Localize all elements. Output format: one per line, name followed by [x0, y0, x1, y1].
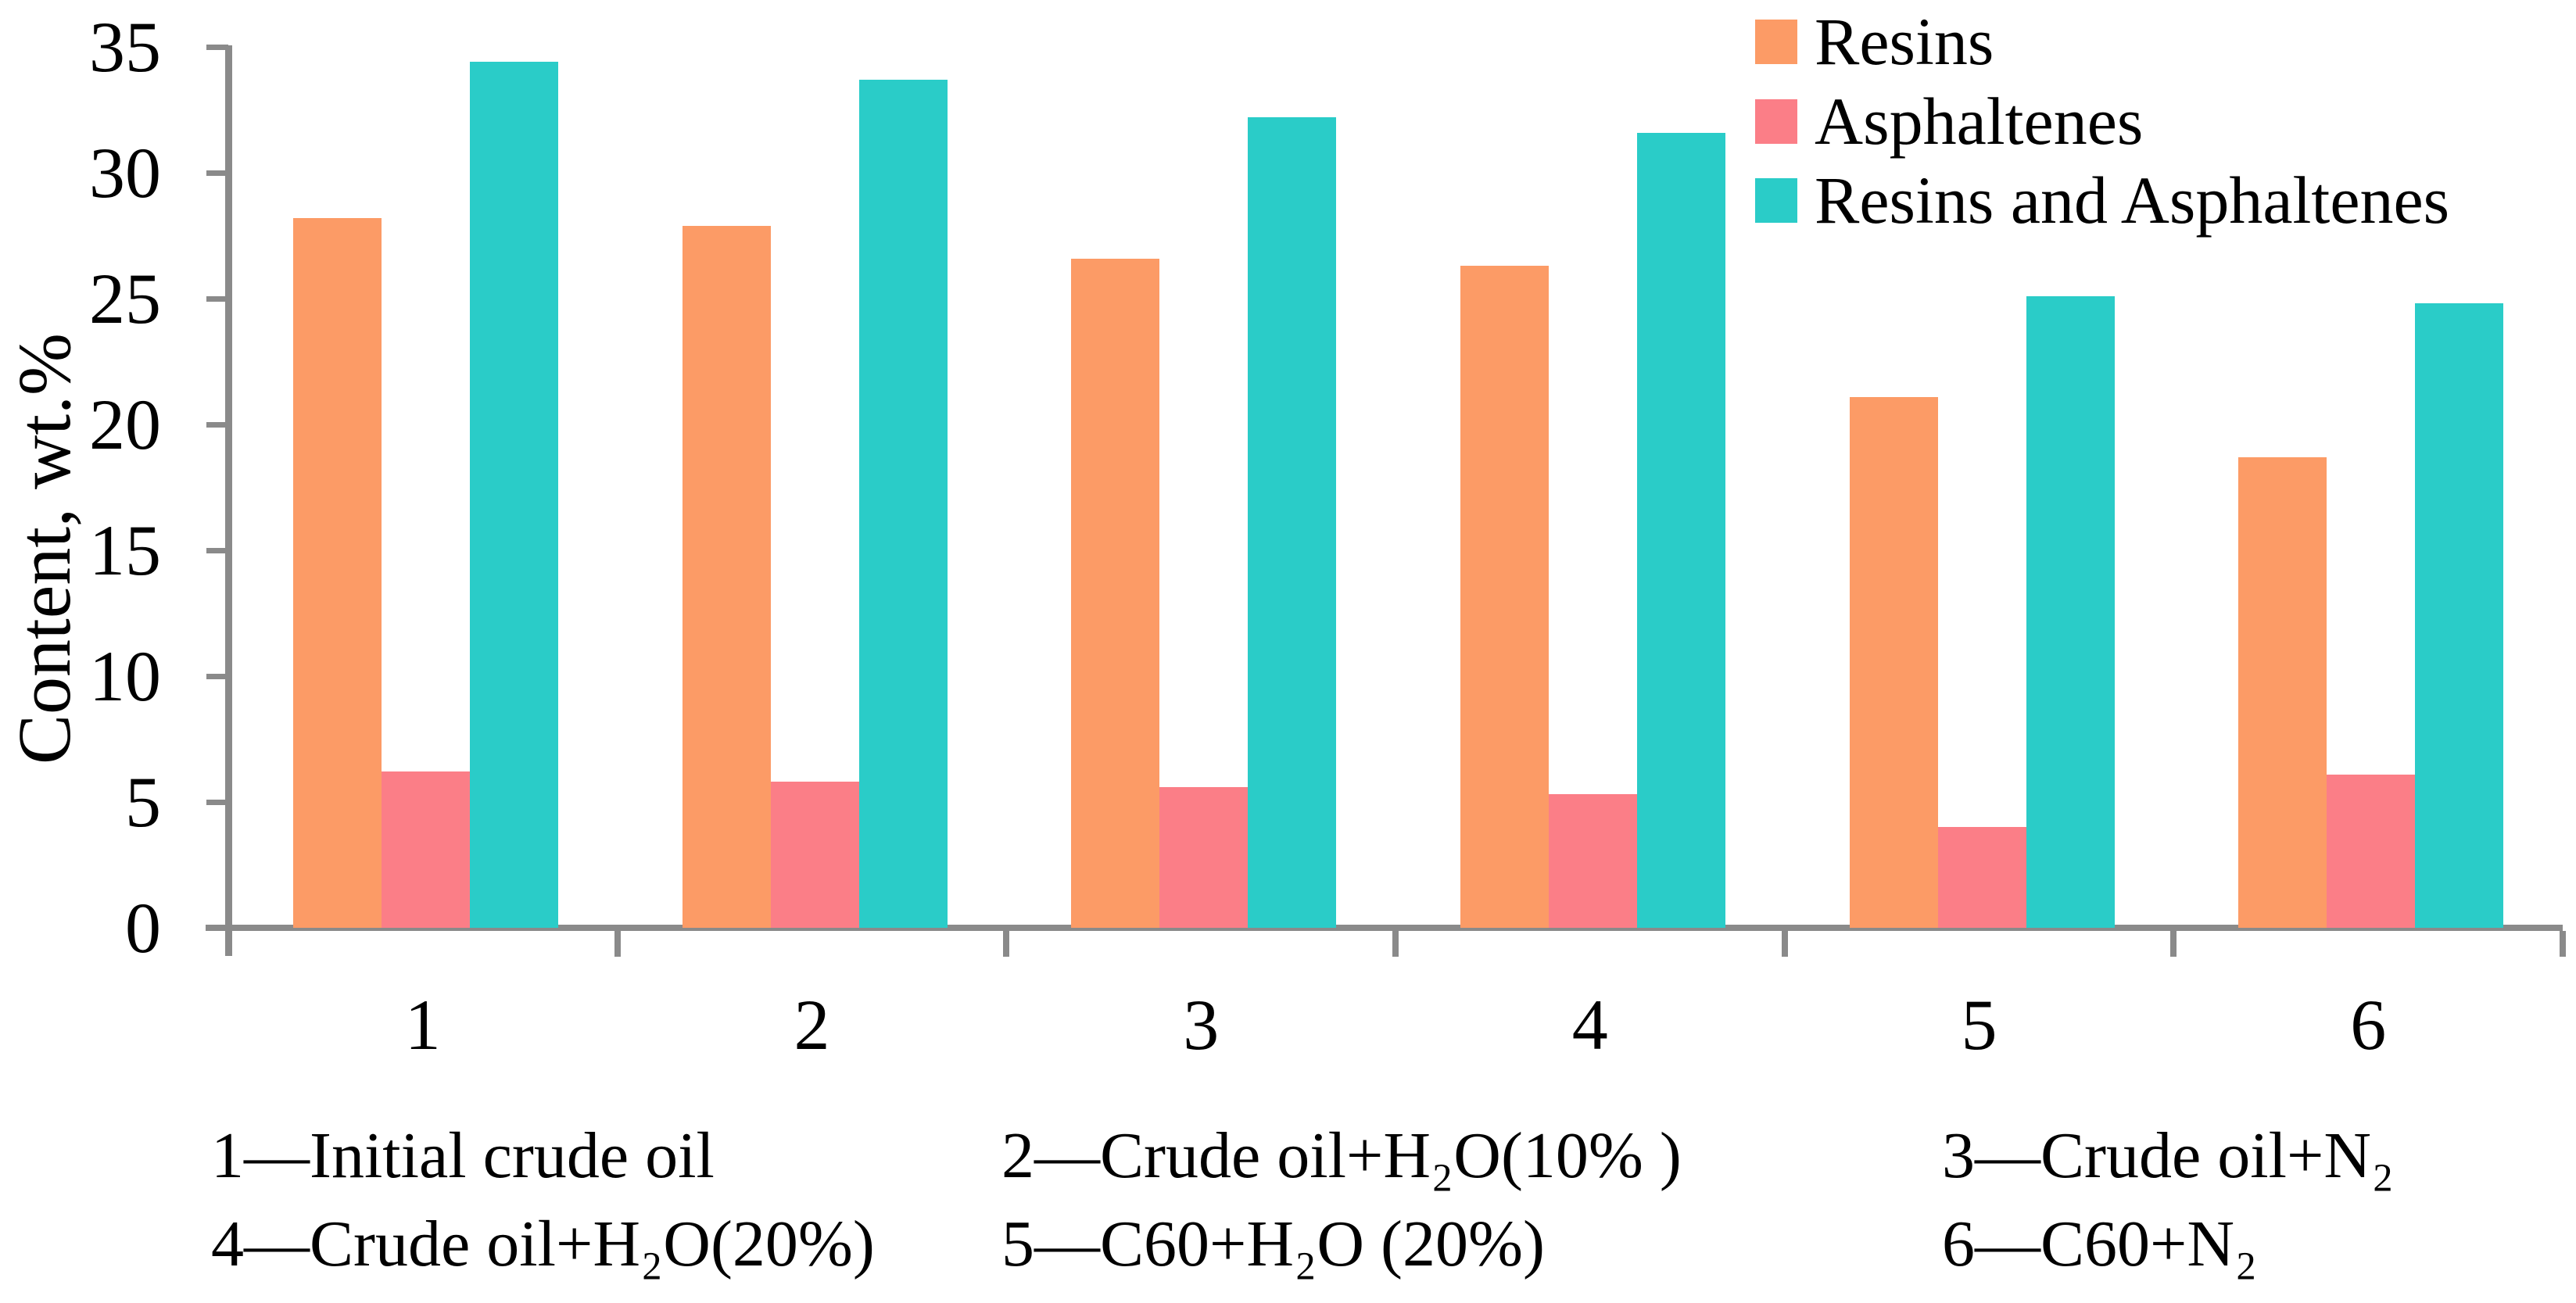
bar-asphaltenes-group-3: [1159, 786, 1249, 928]
bar-resins-group-1: [293, 218, 382, 928]
legend-label-asphaltenes: Asphaltenes: [1815, 84, 2144, 159]
x-tick-label-4: 4: [1571, 985, 1608, 1065]
bar-resins-group-6: [2238, 456, 2327, 928]
y-tick-mark-35: [206, 44, 228, 50]
bar-resins-and-asphaltenes-group-4: [1637, 132, 1725, 928]
x-tick-label-5: 5: [1961, 985, 1997, 1065]
legend-label-resins: Resins: [1815, 4, 1994, 79]
x-tick-label-2: 2: [794, 985, 830, 1065]
y-tick-label-25: 25: [89, 259, 161, 338]
footnote-1: 1—Initial crude oil: [211, 1119, 715, 1192]
x-tick-mark-5: [2170, 931, 2177, 957]
x-tick-label-1: 1: [404, 985, 441, 1065]
bar-asphaltenes-group-5: [1937, 827, 2026, 928]
legend-item-asphaltenes: Asphaltenes: [1755, 88, 2143, 155]
footnote-4: 4—Crude oil+H₂O(20%): [211, 1208, 875, 1280]
footnote-3: 3—Crude oil+N₂: [1942, 1119, 2395, 1192]
bar-resins-group-3: [1071, 258, 1160, 928]
y-tick-mark-5: [206, 799, 228, 805]
footnote-6: 6—C60+N₂: [1942, 1208, 2258, 1280]
y-tick-label-0: 0: [125, 888, 161, 968]
bar-asphaltenes-group-6: [2327, 774, 2416, 928]
bar-resins-and-asphaltenes-group-3: [1248, 117, 1337, 928]
bar-asphaltenes-group-1: [382, 771, 470, 928]
bar-asphaltenes-group-2: [770, 782, 859, 928]
footnote-2: 2—Crude oil+H₂O(10% ): [1001, 1119, 1682, 1192]
y-tick-label-20: 20: [89, 385, 161, 464]
y-tick-label-5: 5: [125, 762, 161, 842]
legend-label-resins-and-asphaltenes: Resins and Asphaltenes: [1815, 163, 2450, 238]
x-tick-mark-1: [614, 931, 621, 957]
y-tick-mark-15: [206, 547, 228, 553]
legend-swatch-resins: [1755, 19, 1797, 64]
x-axis-line: [206, 925, 2563, 931]
y-tick-label-15: 15: [89, 510, 161, 590]
bar-resins-group-2: [682, 225, 771, 928]
y-tick-mark-30: [206, 170, 228, 176]
y-tick-label-35: 35: [89, 7, 161, 87]
bar-resins-and-asphaltenes-group-5: [2026, 295, 2115, 928]
x-tick-mark-2: [1003, 931, 1010, 957]
bar-resins-and-asphaltenes-group-1: [470, 62, 558, 928]
bar-resins-group-5: [1849, 396, 1938, 928]
bar-resins-and-asphaltenes-group-6: [2415, 303, 2504, 928]
x-tick-mark-6: [2560, 931, 2566, 957]
legend-swatch-resins-and-asphaltenes: [1755, 177, 1797, 223]
y-axis-line: [225, 45, 232, 956]
y-tick-mark-10: [206, 673, 228, 679]
x-tick-label-6: 6: [2350, 985, 2387, 1065]
x-tick-mark-3: [1392, 931, 1399, 957]
legend-item-resins: Resins: [1755, 8, 1994, 75]
y-tick-label-30: 30: [89, 133, 161, 213]
y-tick-mark-20: [206, 421, 228, 428]
bar-resins-group-4: [1460, 266, 1549, 928]
footnote-5: 5—C60+H₂O (20%): [1001, 1208, 1545, 1280]
legend-swatch-asphaltenes: [1755, 98, 1797, 144]
bar-resins-and-asphaltenes-group-2: [858, 79, 948, 928]
bar-asphaltenes-group-4: [1549, 794, 1637, 928]
x-tick-mark-4: [1781, 931, 1788, 957]
y-tick-mark-25: [206, 295, 228, 302]
x-tick-label-3: 3: [1183, 985, 1220, 1065]
y-tick-label-10: 10: [89, 636, 161, 716]
legend-item-resins-and-asphaltenes: Resins and Asphaltenes: [1755, 166, 2449, 234]
